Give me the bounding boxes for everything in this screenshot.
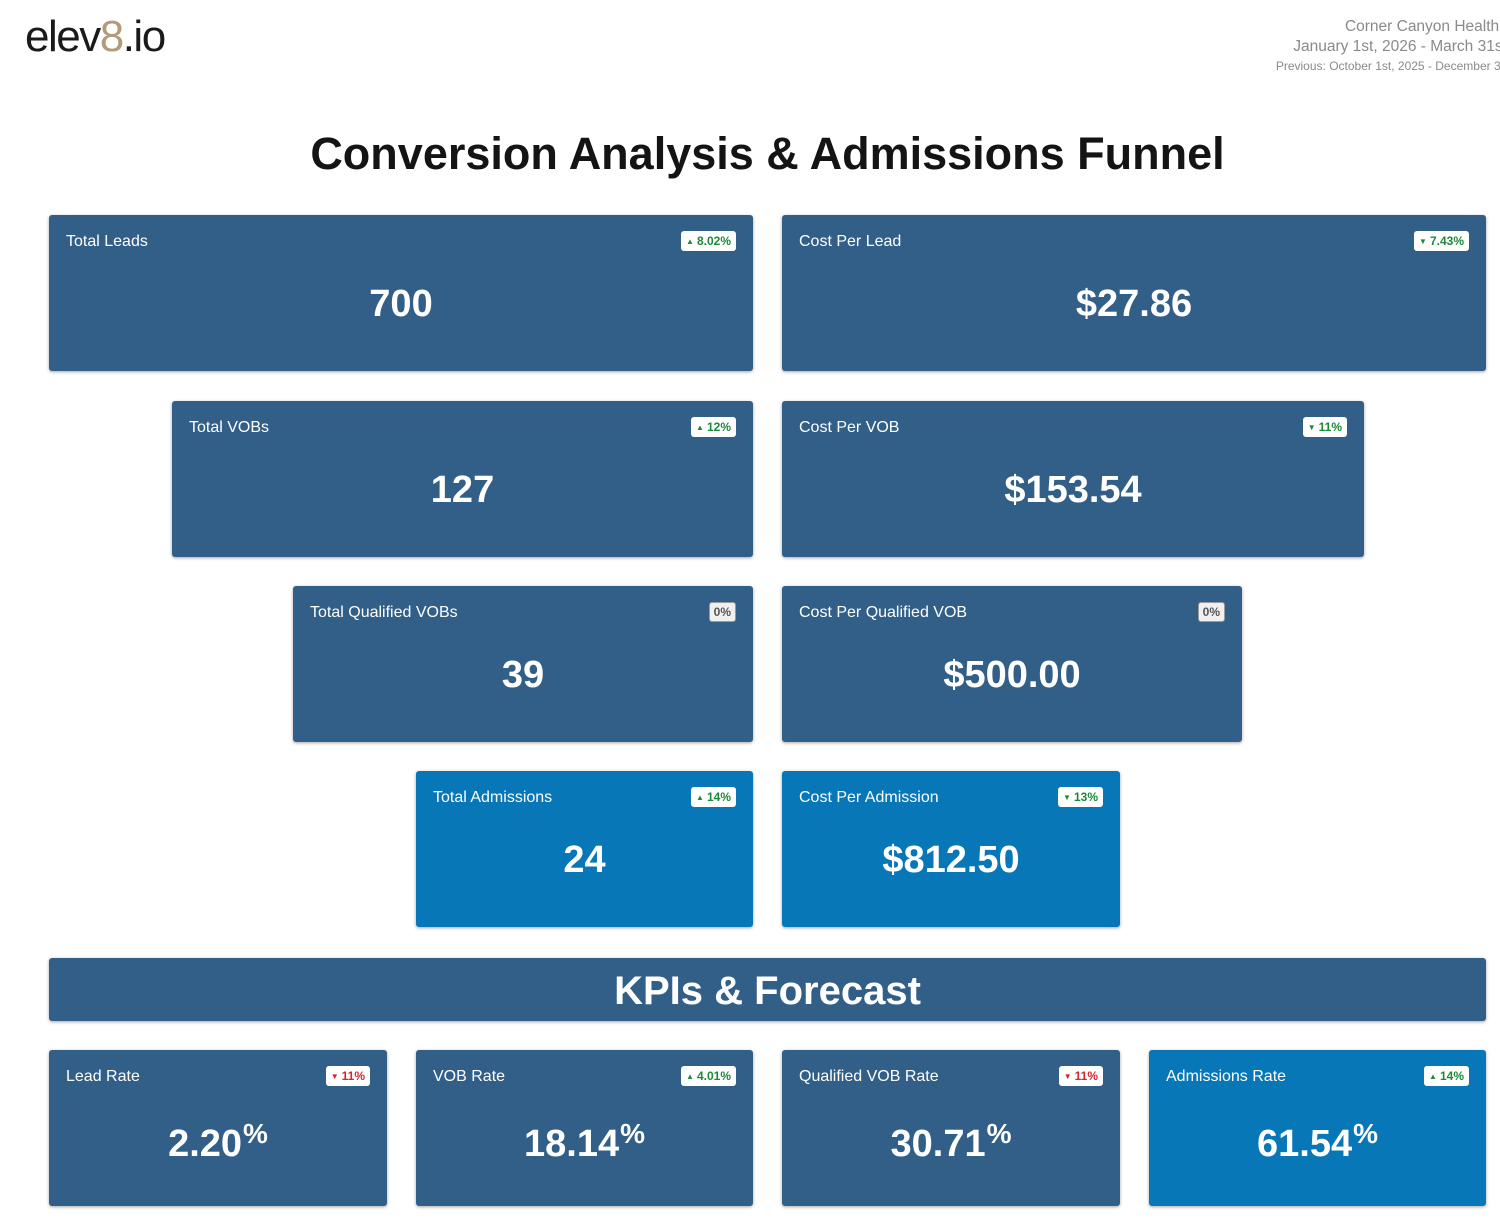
triangle-up-icon: ▲ [686,237,694,246]
rate-number: 30.71 [890,1123,986,1165]
card-value: 18.14% [416,1118,753,1166]
card-value: 127 [430,469,495,511]
card-label: Cost Per Lead [799,233,902,250]
change-value: 11% [1074,1069,1098,1083]
percent-unit: % [1353,1118,1378,1149]
triangle-down-icon: ▼ [330,1072,339,1081]
percent-unit: % [986,1118,1012,1149]
change-badge: ▼ 11% [325,1066,370,1086]
cost-per-vob-card: Cost Per VOB ▼ 11% $153.54 [782,401,1364,557]
total-qualified-vobs-card: Total Qualified VOBs 0% 39 [293,586,753,742]
change-value: 14% [706,790,731,804]
card-value: $812.50 [882,839,1020,881]
kpis-forecast-banner: KPIs & Forecast [49,958,1486,1021]
triangle-up-icon: ▲ [696,793,704,802]
change-value: 14% [1439,1069,1464,1083]
card-value: $500.00 [943,654,1081,696]
cost-per-admission-card: Cost Per Admission ▼ 13% $812.50 [782,771,1120,927]
report-info: Corner Canyon Health Center January 1st,… [1150,16,1500,75]
total-leads-card: Total Leads ▲ 8.02% 700 [49,215,753,371]
cost-per-lead-card: Cost Per Lead ▼ 7.43% $27.86 [782,215,1486,371]
card-value: 700 [369,283,433,325]
card-label: Cost Per VOB [799,419,900,436]
change-badge: ▲ 14% [1424,1066,1469,1086]
rate-number: 61.54 [1257,1123,1353,1165]
card-value: $153.54 [1004,469,1142,511]
card-label: Total Leads [66,233,148,250]
card-label: Total Admissions [433,789,553,806]
clinic-name: Corner Canyon Health Center [1344,18,1500,35]
card-label: Total VOBs [189,419,270,436]
logo-suffix: .io [122,12,166,61]
card-label: Cost Per Qualified VOB [799,604,968,621]
change-value: 13% [1073,790,1098,804]
triangle-down-icon: ▼ [1307,423,1316,432]
card-value: $27.86 [1075,283,1193,325]
card-label: Qualified VOB Rate [799,1068,939,1085]
previous-date-range: Previous: October 1st, 2025 - December 3… [1275,59,1500,73]
card-value: 39 [501,654,545,696]
change-badge: 0% [1197,602,1225,622]
change-badge: ▼ 11% [1058,1066,1103,1086]
cost-per-qualified-vob-card: Cost Per Qualified VOB 0% $500.00 [782,586,1242,742]
triangle-down-icon: ▼ [1063,793,1071,802]
change-value: 8.02% [696,234,731,248]
triangle-up-icon: ▲ [696,423,704,432]
change-badge: ▼ 7.43% [1414,231,1469,251]
card-label: Lead Rate [66,1068,140,1085]
change-badge: ▲ 14% [691,787,736,807]
logo-prefix: elev [25,12,101,61]
admissions-rate-card: Admissions Rate ▲ 14% 61.54% [1149,1050,1486,1206]
change-value: 7.43% [1429,234,1464,248]
change-value: 4.01% [696,1069,731,1083]
vob-rate-card: VOB Rate ▲ 4.01% 18.14% [416,1050,753,1206]
percent-unit: % [620,1118,645,1149]
change-value: 0% [1202,605,1220,619]
change-value: 11% [1318,420,1342,434]
change-badge: ▼ 11% [1302,417,1347,437]
triangle-up-icon: ▲ [1429,1072,1437,1081]
triangle-down-icon: ▼ [1063,1072,1072,1081]
rate-number: 2.20 [168,1123,243,1165]
triangle-down-icon: ▼ [1419,237,1427,246]
card-label: Cost Per Admission [799,789,939,806]
page-title: Conversion Analysis & Admissions Funnel [310,128,1225,179]
change-value: 12% [706,420,731,434]
card-label: Total Qualified VOBs [310,604,458,621]
logo-accent: 8 [99,12,124,61]
change-badge: ▼ 13% [1058,787,1103,807]
lead-rate-card: Lead Rate ▼ 11% 2.20% [49,1050,387,1206]
card-value: 2.20% [49,1118,387,1166]
change-value: 0% [713,605,731,619]
card-label: VOB Rate [433,1068,506,1085]
triangle-up-icon: ▲ [686,1072,694,1081]
elev8-logo[interactable]: elev8.io [25,12,166,62]
card-value: 30.71% [782,1118,1120,1166]
rate-number: 18.14 [524,1123,620,1165]
date-range: January 1st, 2026 - March 31st, 2026 [1293,38,1500,55]
percent-unit: % [243,1118,268,1149]
card-value: 24 [563,839,606,881]
qualified-vob-rate-card: Qualified VOB Rate ▼ 11% 30.71% [782,1050,1120,1206]
card-value: 61.54% [1149,1118,1486,1166]
card-label: Admissions Rate [1166,1068,1287,1085]
change-badge: ▲ 4.01% [681,1066,736,1086]
total-vobs-card: Total VOBs ▲ 12% 127 [172,401,753,557]
change-badge: 0% [708,602,736,622]
change-badge: ▲ 8.02% [681,231,736,251]
change-value: 11% [341,1069,365,1083]
change-badge: ▲ 12% [691,417,736,437]
total-admissions-card: Total Admissions ▲ 14% 24 [416,771,753,927]
